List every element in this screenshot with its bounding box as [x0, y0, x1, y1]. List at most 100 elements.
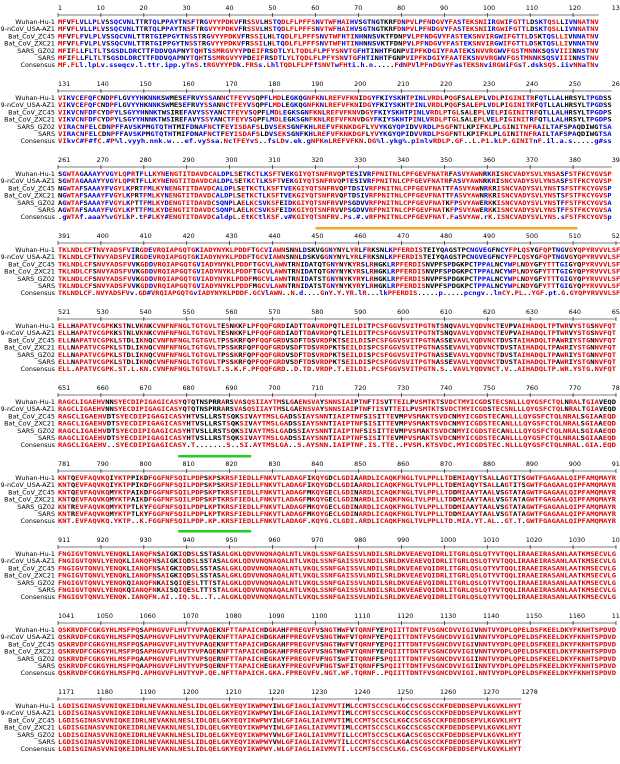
ruler-tick-label: 910	[612, 460, 620, 468]
sequence-name: Bat_CoV_ZC45	[8, 564, 55, 572]
sequence-row: TKLNDLCFTNVYADSFVIRGDEVRQIAPGQTGKIADYNYK…	[58, 254, 620, 261]
ruler-tick-label: 90	[440, 4, 448, 12]
sequence-row: KNTREVFAQVKQMYKTPTLKYFGGFNFSQILPDPLKPTKR…	[58, 511, 616, 518]
ruler-tick-label: 781	[58, 460, 70, 468]
sequence-name: Consensus	[21, 213, 56, 221]
sequence-row: ELLNAPATVCGPKLSTDLIKNQCVNFNFNGLTGTGVLTPS…	[58, 337, 616, 344]
consensus-sequence: KNT.EVFAQVKQ.YKTP..K.FGGFNFSQILPDP.KP.KR…	[58, 518, 616, 525]
sequence-name: Consensus	[21, 365, 56, 373]
sequence-name: Wuhan-Hu-1	[15, 550, 55, 558]
ruler-tick-label: 1030	[569, 536, 585, 544]
sequence-name: Bat_CoV_ZC45	[8, 184, 55, 192]
consensus-sequence: TKLNDLCF.NVYADSFVv.GD#VRQIAPGQTGvIADYNYK…	[58, 290, 620, 297]
ruler-tick-label: 1000	[440, 536, 456, 544]
ruler-tick-label: 310	[268, 156, 280, 164]
ruler-tick-label: 340	[397, 156, 409, 164]
sequence-name: Bat_CoV_ZXC21	[4, 116, 55, 124]
ruler-tick-label: 650	[612, 308, 620, 316]
sequence-row: RAGCLIGAEHVDTSYECDIPIGAGICASYHTVSLLRSTSQ…	[58, 413, 616, 420]
sequence-row: RAGCLIGAEHVNNSYECDIPIGAGICASYQTQTNSPRRAR…	[58, 406, 616, 413]
ruler-tick-label: 540	[140, 308, 152, 316]
ruler-tick-label: 120	[569, 4, 581, 12]
ruler-tick-label: 1230	[311, 688, 327, 696]
sequence-name: Wuhan-Hu-1	[15, 246, 55, 254]
sequence-name: Wuhan-Hu-1	[15, 474, 55, 482]
sequence-row: LGDISGINASVVNIQKEIDRLNEVAKNLNESLIDLQELGK…	[58, 717, 522, 724]
sequence-name: Bat_CoV_ZXC21	[4, 420, 55, 428]
sequence-row: FNGIGVTQNVLYENQKQIANQFNKAISQIQESLTTTSTAL…	[58, 580, 616, 587]
sequence-name: Consensus	[21, 517, 56, 525]
sequence-name: Bat_CoV_ZC45	[8, 336, 55, 344]
sequence-row: TKLNDLCFTNVYADSFVIRGDEVRQIAPGQTGKIADYNYK…	[58, 247, 620, 254]
sequence-name: SARS_GZ02	[17, 579, 55, 587]
ruler-tick-label: 1110	[354, 612, 370, 620]
ruler-tick-label: 580	[311, 308, 323, 316]
ruler-tick-label: 660	[97, 384, 109, 392]
ruler-tick-label: 1040	[612, 536, 620, 544]
sequence-name: Wuhan-Hu-1	[15, 170, 55, 178]
sequence-row: MFIFLLFLTLTSGSDLDRCTTFDDVQAPNYTQHTSSMRGV…	[58, 48, 599, 55]
sequence-row: QSKRVDFCGKGYHLMSFPQSAPHGVVFLHVTYVPAQEKNF…	[58, 641, 616, 648]
ruler-tick-label: 1180	[97, 688, 113, 696]
sequence-row: MFVFLFVLPLVSSQCVNLTTRTGIPPGYTNSSTRGVYYPD…	[58, 33, 599, 40]
sequence-name: Bat_CoV_ZC45	[8, 716, 55, 724]
ruler-tick-label: 1200	[182, 688, 198, 696]
ruler-tick-label: 1120	[397, 612, 413, 620]
sequence-row: AGWTAFSAAAYFVGYLKPTTFMLKYDENGTITDAVDCSQN…	[58, 207, 612, 214]
ruler-tick-label: 550	[182, 308, 194, 316]
sequence-name: Consensus	[21, 61, 56, 69]
ruler-tick-label: 180	[268, 80, 280, 88]
ruler-tick-label: 690	[225, 384, 237, 392]
sequence-name: 2019-nCoV_USA-AZ1	[0, 481, 55, 489]
sequence-name: Bat_CoV_ZXC21	[4, 648, 55, 656]
sequence-name: SARS	[38, 738, 55, 746]
sequence-row: ELLHAPATVCGPKKSTNLVKNKCVNFNFNGLTGTGVLTES…	[58, 330, 616, 337]
consensus-sequence: ELL.APATVCGPK.ST.L.KN.CVNFNFNGLTGTGVLT.S…	[58, 366, 616, 373]
ruler-tick-label: 1250	[397, 688, 413, 696]
sequence-row: FNGIGVTQNVLYENQKLIANQFNSAIGKIQDSLSSTASAL…	[58, 551, 616, 558]
sequence-row: MFVFLVLLPLVSSQCVNLTTRTQLPPAYTNSFTRGVYYPD…	[58, 19, 599, 26]
sequence-name: Consensus	[21, 669, 56, 677]
ruler-tick-label: 480	[440, 232, 452, 240]
sequence-name: Consensus	[21, 441, 56, 449]
ruler-tick-label: 720	[354, 384, 366, 392]
ruler-tick-label: 770	[569, 384, 581, 392]
sequence-row: VIKVCEFQFCNDPFLGVYYHKNNKSWMESEFRVYSSANNC…	[58, 95, 612, 102]
sequence-name: Bat_CoV_ZC45	[8, 640, 55, 648]
sequence-name: SARS	[38, 434, 55, 442]
sequence-name: Bat_CoV_ZXC21	[4, 344, 55, 352]
sequence-name: 2019-nCoV_USA-AZ1	[0, 633, 55, 641]
ruler-tick-label: 520	[612, 232, 620, 240]
consensus-sequence: VIkvC#F#fC.#P%l.vyyh.nnk.w...ef.vySsa.Nc…	[58, 137, 612, 145]
ruler-tick-label: 990	[397, 536, 409, 544]
ruler-tick-label: 380	[569, 156, 581, 164]
ruler-tick-label: 800	[140, 460, 152, 468]
sequence-row: QSKRVDFCGKGYHLMSFPQSAPHGVVFLHVTYVPAQEKNF…	[58, 627, 616, 634]
ruler-tick-label: 410	[140, 232, 152, 240]
ruler-tick-label: 1090	[268, 612, 284, 620]
ruler-tick-label: 20	[140, 4, 148, 12]
ruler-tick-label: 230	[483, 80, 495, 88]
ruler-tick-label: 760	[526, 384, 538, 392]
ruler-tick-label: 430	[225, 232, 237, 240]
ruler-tick-label: 651	[58, 384, 70, 392]
ruler-tick-label: 390	[612, 156, 620, 164]
ruler-tick-label: 670	[140, 384, 152, 392]
sequence-name: Wuhan-Hu-1	[15, 94, 55, 102]
ruler-tick-label: 1160	[569, 612, 585, 620]
sequence-row: ELLHAPATVCGPKKSTNLVKNKCVNFNFNGLTGTGVLTES…	[58, 323, 616, 330]
sequence-row: KNTQEVFAQVKQIYKTPPIKDFGGFNFSQILPDPSKPSKR…	[58, 475, 616, 482]
ruler-tick-label: 850	[354, 460, 366, 468]
sequence-row: RAGCLIGAEHVDTSYECDIPIGAGICASYHTVSLLRSTSQ…	[58, 421, 616, 428]
ruler-tick-label: 1260	[440, 688, 456, 696]
sequence-name: SARS_GZ02	[17, 123, 55, 131]
ruler-tick-label: 1270	[483, 688, 499, 696]
sequence-name: 2019-nCoV_USA-AZ1	[0, 177, 55, 185]
sequence-row: LGDISGINASVVNIQKEIDRLNEVAKNLNESLIDLQELGK…	[58, 739, 522, 746]
sequence-row: VIRACNFELCDNPFFAVSKPMGTQTHTMIFDNAFNCTFEY…	[58, 124, 612, 131]
ruler-tick-label: 1150	[526, 612, 542, 620]
ruler-tick-label: 1041	[58, 612, 74, 620]
ruler-tick-label: 130	[612, 4, 620, 12]
ruler-tick-label: 960	[268, 536, 280, 544]
ruler-tick-label: 100	[483, 4, 495, 12]
